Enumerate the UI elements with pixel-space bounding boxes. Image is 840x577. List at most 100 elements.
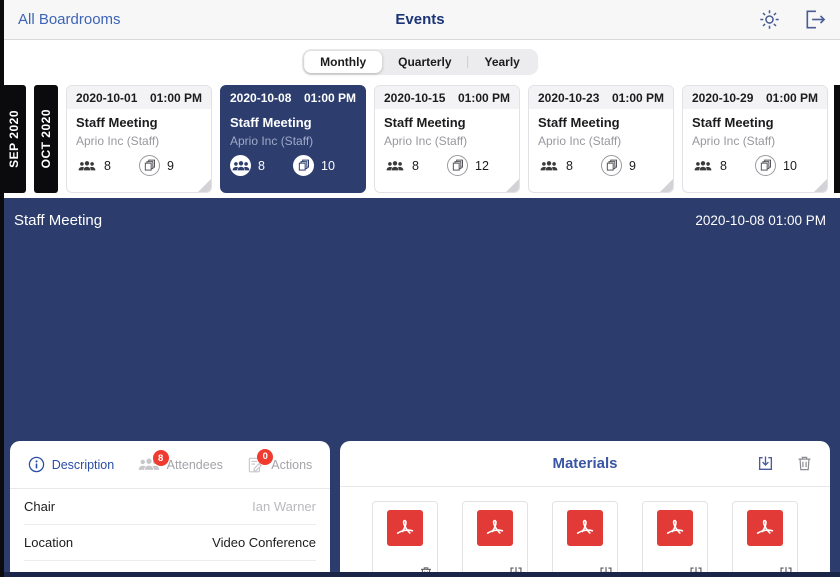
material-item: 1.3 Marketing & Sales Pipe… [450, 501, 540, 577]
attendees-count: 8 [566, 158, 573, 173]
card-fold-corner [198, 179, 211, 192]
event-date: 2020-10-15 [384, 91, 446, 105]
card-fold-corner [506, 179, 519, 192]
view-switcher-row: Monthly Quarterly Yearly [0, 40, 840, 85]
pdf-icon [387, 510, 423, 546]
tab-attendees[interactable]: 8 Attendees [138, 450, 223, 472]
event-card[interactable]: 2020-10-01 01:00 PM Staff Meeting Aprio I… [66, 85, 212, 193]
month-tab-sep-2020[interactable]: SEP 2020 [2, 85, 26, 193]
documents-count: 9 [167, 158, 174, 173]
chair-label: Chair [24, 499, 56, 514]
event-date: 2020-10-08 [230, 91, 292, 105]
event-title: Staff Meeting [384, 115, 466, 130]
pdf-icon [477, 510, 513, 546]
event-title: Staff Meeting [230, 115, 312, 130]
month-tab-oct-2020[interactable]: OCT 2020 [34, 85, 58, 193]
pdf-document-tile[interactable] [372, 501, 438, 577]
exit-logout-icon[interactable] [803, 8, 826, 31]
event-card[interactable]: 2020-10-29 01:00 PM Staff Meeting Aprio I… [682, 85, 828, 193]
event-card[interactable]: 2020-10-15 01:00 PM Staff Meeting Aprio I… [374, 85, 520, 193]
events-strip: SEP 2020 OCT 2020 2020-10-01 01:00 PM Sta… [0, 85, 840, 193]
event-time: 01:00 PM [149, 91, 202, 105]
tab-actions[interactable]: 0 Actions [246, 448, 312, 474]
attendees-group-icon: 8 [138, 450, 169, 472]
pdf-icon [657, 510, 693, 546]
event-time: 01:00 PM [765, 91, 818, 105]
left-edge-strip [0, 0, 4, 577]
pdf-document-tile[interactable] [462, 501, 528, 577]
detail-tabs: Description 8 Attendees 0 Actions [10, 441, 330, 489]
attendees-icon [692, 155, 713, 176]
view-switcher: Monthly Quarterly Yearly [302, 49, 538, 75]
location-value: Video Conference [212, 535, 316, 550]
download-all-icon[interactable] [756, 454, 775, 473]
chair-row: Chair Ian Warner [24, 489, 316, 525]
documents-count: 12 [475, 158, 489, 173]
event-title: Staff Meeting [692, 115, 774, 130]
material-item: 1.4 Outstanding… [540, 501, 630, 577]
card-fold-corner [660, 179, 673, 192]
event-org: Aprio Inc (Staff) [384, 134, 468, 148]
top-bar: All Boardrooms Events [0, 0, 840, 40]
documents-count: 9 [629, 158, 636, 173]
actions-badge: 0 [257, 448, 274, 465]
attendees-icon [384, 155, 405, 176]
documents-icon [601, 155, 622, 176]
settings-gear-icon[interactable] [758, 8, 781, 31]
materials-header: Materials [340, 441, 830, 487]
info-icon [28, 456, 45, 473]
attendees-count: 8 [104, 158, 111, 173]
documents-icon [447, 155, 468, 176]
page-title: Events [395, 11, 445, 28]
tab-monthly[interactable]: Monthly [304, 51, 383, 73]
all-boardrooms-back-button[interactable]: All Boardrooms [18, 11, 121, 28]
event-card[interactable]: 2020-10-23 01:00 PM Staff Meeting Aprio I… [528, 85, 674, 193]
location-label: Location [24, 535, 74, 550]
materials-panel: Materials 1.2 This Week's Goo… [340, 441, 830, 577]
event-time: 01:00 PM [303, 91, 356, 105]
pdf-icon [567, 510, 603, 546]
documents-count: 10 [783, 158, 797, 173]
documents-icon [755, 155, 776, 176]
detail-title: Staff Meeting [14, 212, 103, 229]
pdf-document-tile[interactable] [642, 501, 708, 577]
attendees-icon [538, 155, 559, 176]
tab-yearly[interactable]: Yearly [484, 55, 520, 69]
pdf-document-tile[interactable] [552, 501, 618, 577]
detail-datetime: 2020-10-08 01:00 PM [695, 213, 826, 228]
event-time: 01:00 PM [611, 91, 664, 105]
documents-icon [139, 155, 160, 176]
event-card-selected[interactable]: 2020-10-08 01:00 PM Staff Meeting Aprio I… [220, 85, 366, 193]
event-org: Aprio Inc (Staff) [230, 134, 314, 148]
event-date: 2020-10-01 [76, 91, 138, 105]
tab-description[interactable]: Description [28, 456, 114, 473]
event-org: Aprio Inc (Staff) [538, 134, 622, 148]
tab-quarterly[interactable]: Quarterly [398, 55, 452, 69]
attendees-count: 8 [258, 158, 265, 173]
attendees-count: 8 [412, 158, 419, 173]
attendees-badge: 8 [152, 450, 169, 466]
material-item: 1.5 Sales YTD 20-10-08 [630, 501, 720, 577]
chair-value: Ian Warner [252, 499, 316, 514]
event-org: Aprio Inc (Staff) [76, 134, 160, 148]
event-detail-section: Staff Meeting 2020-10-08 01:00 PM Descri… [0, 198, 840, 577]
actions-clipboard-icon: 0 [246, 448, 274, 474]
event-time: 01:00 PM [457, 91, 510, 105]
attendees-count: 8 [720, 158, 727, 173]
attendees-icon [230, 155, 251, 176]
event-date: 2020-10-29 [692, 91, 754, 105]
documents-icon [293, 155, 314, 176]
event-org: Aprio Inc (Staff) [692, 134, 776, 148]
delete-all-icon[interactable] [795, 454, 814, 473]
event-title: Staff Meeting [76, 115, 158, 130]
event-title: Staff Meeting [538, 115, 620, 130]
attendees-icon [76, 155, 97, 176]
segment-divider [467, 56, 469, 68]
pdf-document-tile[interactable] [732, 501, 798, 577]
location-row: Location Video Conference [24, 525, 316, 561]
material-item: 2.0 Support overview [720, 501, 810, 577]
documents-count: 10 [321, 158, 335, 173]
bottom-strip [0, 572, 840, 577]
next-month-tab-partial[interactable] [834, 85, 840, 193]
